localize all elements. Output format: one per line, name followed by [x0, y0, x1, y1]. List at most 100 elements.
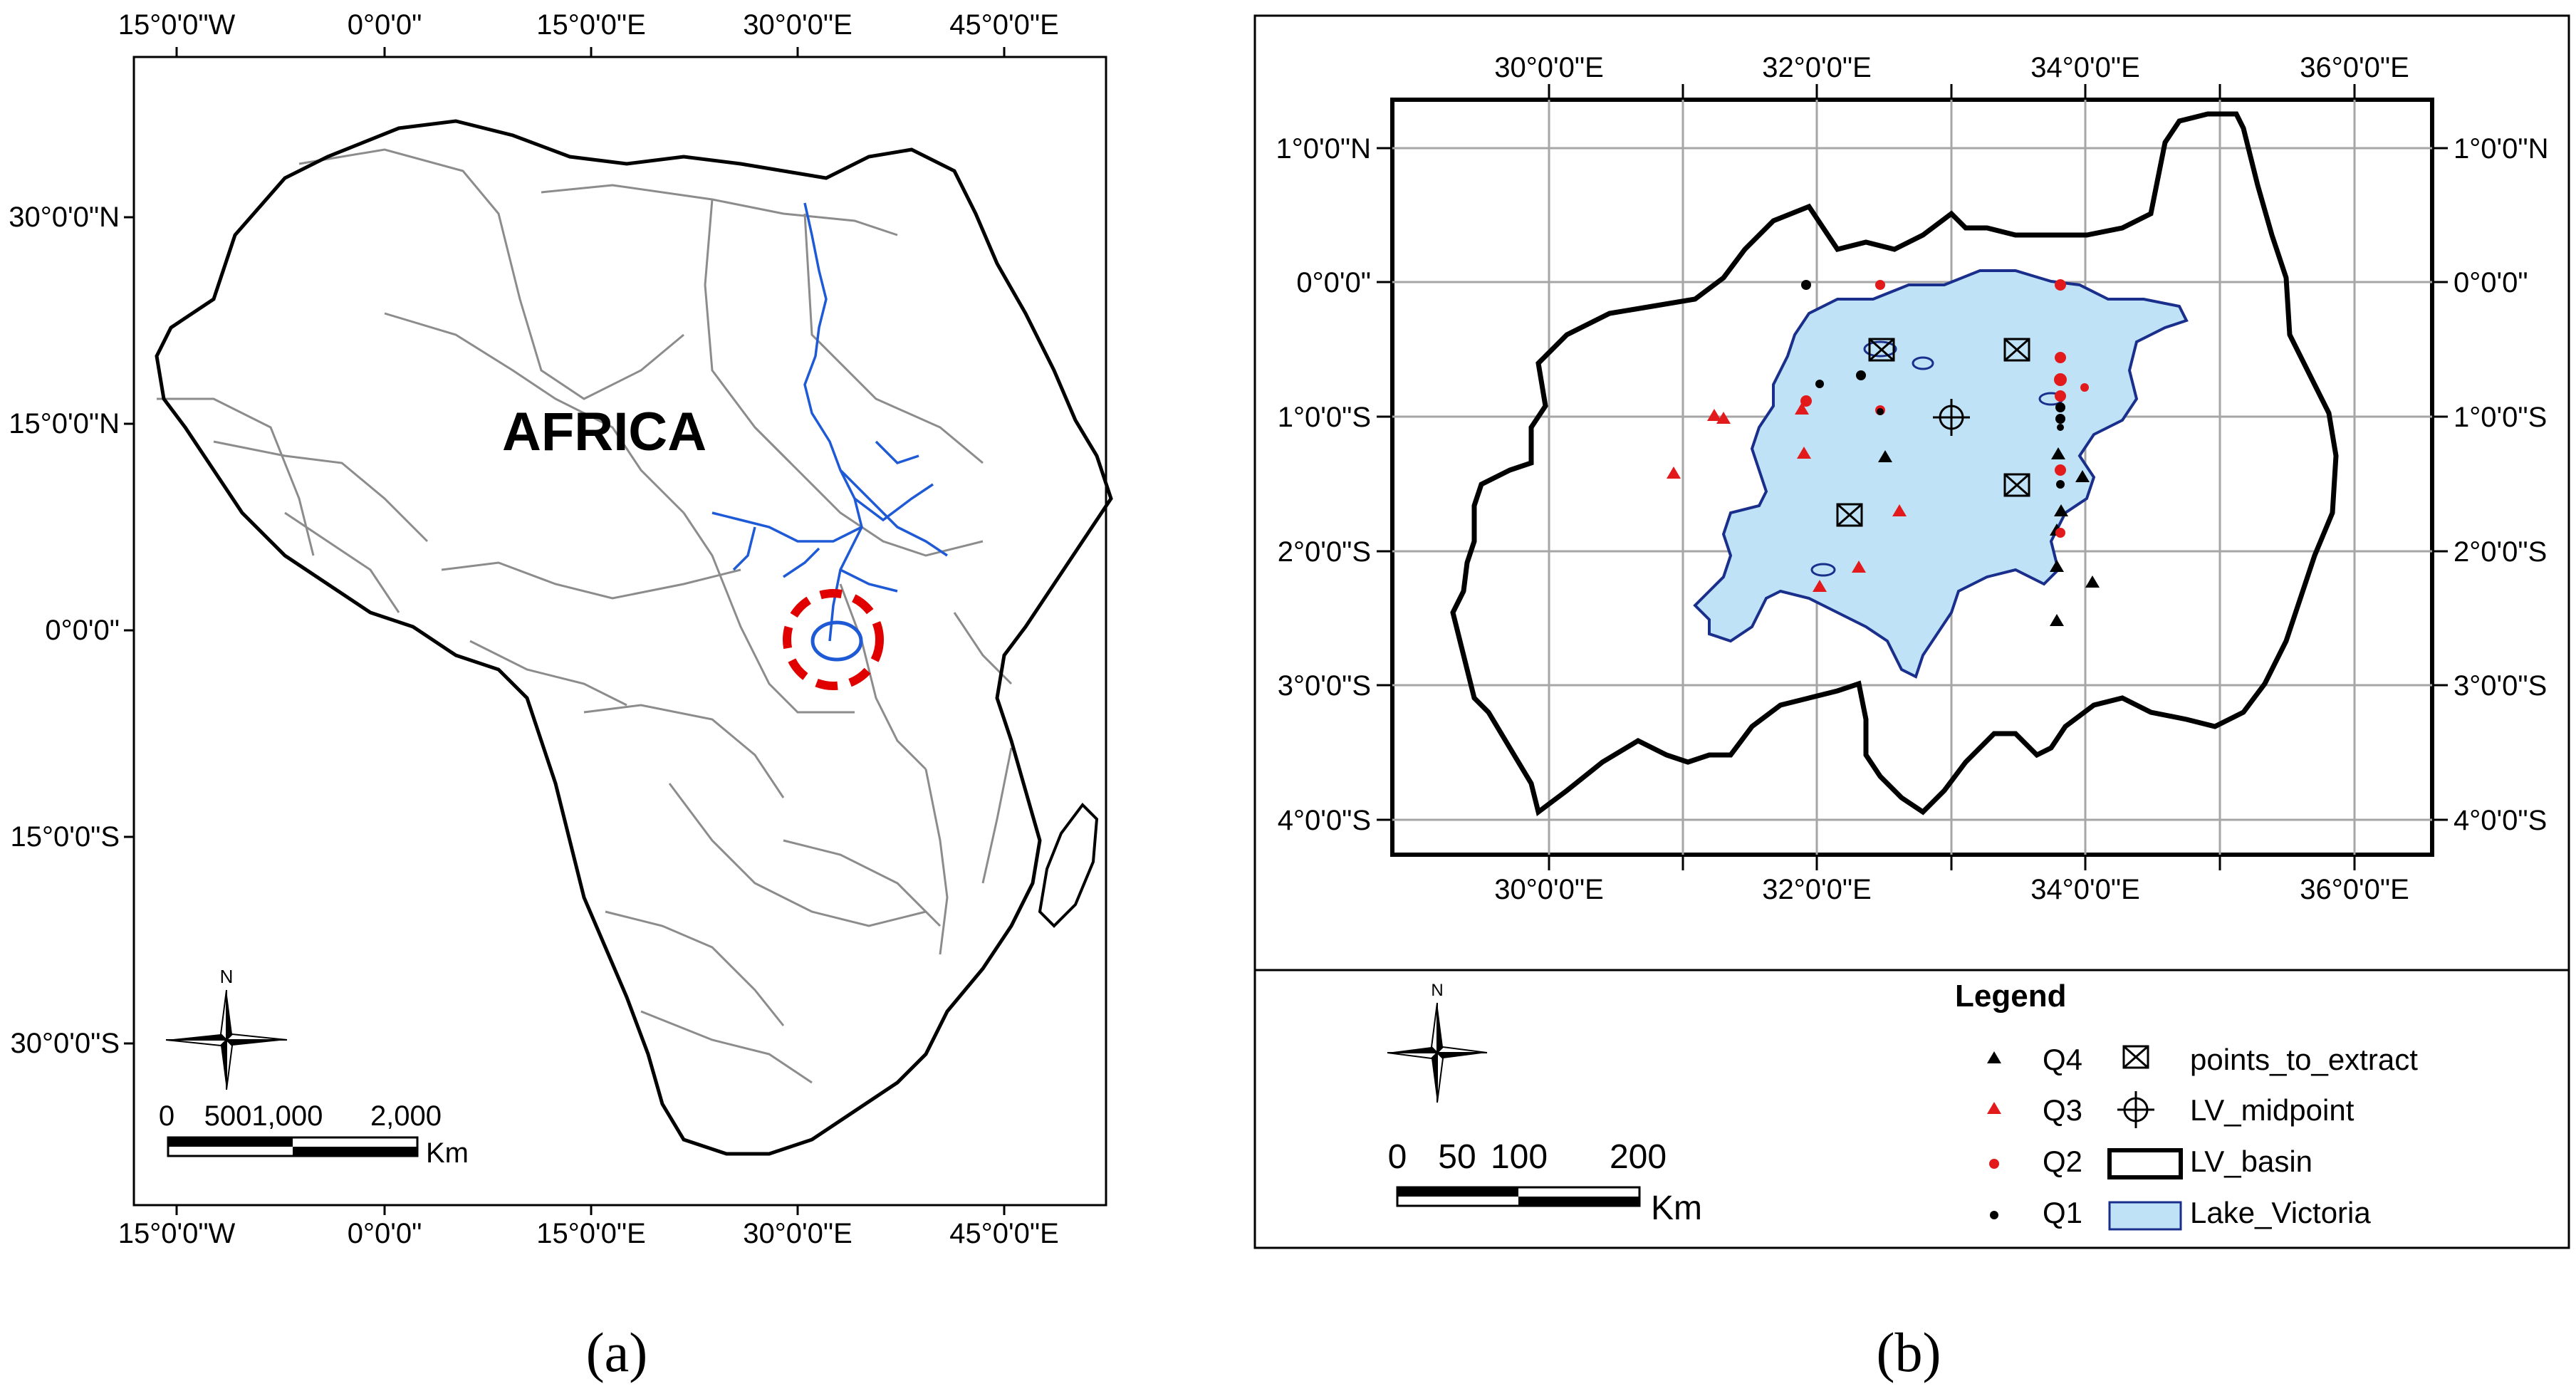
q4-legend-icon — [1987, 1051, 2001, 1063]
legend-label-lv-basin: LV_basin — [2190, 1145, 2312, 1178]
legend-label-lake-victoria: Lake_Victoria — [2190, 1196, 2371, 1229]
africa-coastline — [155, 119, 1113, 1156]
panel-a-ticks — [124, 47, 1006, 1215]
legend-label-q1: Q1 — [2043, 1196, 2082, 1229]
lat-label: 1°0'0"N — [2454, 133, 2548, 165]
lon-label: 45°0'0"E — [949, 1218, 1059, 1249]
legend-label-q3: Q3 — [2043, 1093, 2082, 1127]
panel-a-lon-top: 15°0'0"W 0°0'0" 15°0'0"E 30°0'0"E 45°0'0… — [118, 9, 1059, 41]
lon-label: 36°0'0"E — [2300, 874, 2409, 905]
lake-victoria-small — [810, 620, 863, 662]
lv-basin-outline — [1450, 111, 2339, 816]
lon-label: 34°0'0"E — [2030, 874, 2140, 905]
lat-label: 0°0'0" — [45, 615, 120, 646]
north-label: N — [220, 966, 234, 987]
caption-a: (a) — [586, 1321, 648, 1383]
lon-label: 15°0'0"W — [118, 9, 236, 41]
lon-label: 34°0'0"E — [2030, 52, 2140, 83]
lat-label: 2°0'0"S — [2454, 536, 2547, 568]
lon-label: 15°0'0"E — [536, 1218, 646, 1249]
panel-b-lon-bottom: 30°0'0"E 32°0'0"E 34°0'0"E 36°0'0"E — [1494, 874, 2409, 905]
lon-label: 0°0'0" — [348, 9, 422, 41]
points-to-extract-legend-icon — [2122, 1045, 2149, 1069]
lon-label: 30°0'0"E — [1494, 874, 1604, 905]
lat-label: 3°0'0"S — [2454, 670, 2547, 702]
caption-b: (b) — [1877, 1321, 1941, 1383]
lon-label: 30°0'0"E — [1494, 52, 1604, 83]
scale-label: 200 — [1610, 1138, 1667, 1176]
panel-b-lake-victoria-map: 30°0'0"E 32°0'0"E 34°0'0"E 36°0'0"E 30°0… — [1253, 14, 2570, 1249]
lat-label: 0°0'0" — [2454, 267, 2528, 298]
lat-label: 2°0'0"S — [1278, 536, 1371, 568]
q3-legend-icon — [1987, 1102, 2001, 1114]
lat-label: 1°0'0"S — [1278, 402, 1371, 433]
lv-midpoint-legend-icon — [2117, 1091, 2154, 1128]
panel-b-lat-right: 1°0'0"N 0°0'0" 1°0'0"S 2°0'0"S 3°0'0"S 4… — [2454, 133, 2548, 836]
lon-label: 0°0'0" — [348, 1218, 422, 1249]
q3-points — [1667, 402, 1907, 592]
scale-label: 0 — [1388, 1138, 1407, 1176]
legend-label-q2: Q2 — [2043, 1145, 2082, 1178]
lon-label: 32°0'0"E — [1762, 52, 1872, 83]
lat-label: 30°0'0"N — [9, 202, 120, 233]
highlight-circle — [783, 589, 884, 690]
scale-label: 100 — [1491, 1138, 1548, 1176]
lon-label: 30°0'0"E — [743, 1218, 852, 1249]
north-label: N — [1431, 981, 1443, 1000]
nile-river — [711, 202, 948, 642]
country-borders — [157, 148, 1013, 1084]
scale-unit: Km — [1651, 1189, 1702, 1227]
legend-label-points-to-extract: points_to_extract — [2190, 1043, 2418, 1076]
lon-label: 30°0'0"E — [743, 9, 852, 41]
lat-label: 1°0'0"S — [2454, 402, 2547, 433]
lon-label: 15°0'0"E — [536, 9, 646, 41]
q2-legend-icon — [1989, 1159, 1999, 1169]
lat-label: 30°0'0"S — [11, 1028, 120, 1059]
q1-legend-icon — [1990, 1211, 1998, 1219]
lon-label: 32°0'0"E — [1762, 874, 1872, 905]
lat-label: 1°0'0"N — [1276, 133, 1371, 165]
lat-label: 3°0'0"S — [1278, 670, 1371, 702]
q-points — [1667, 279, 2100, 626]
lon-label: 15°0'0"W — [118, 1218, 236, 1249]
q1-points — [1801, 280, 2065, 489]
lat-label: 0°0'0" — [1296, 267, 1371, 298]
q4-points — [1878, 447, 2100, 626]
extract-point-icon — [1868, 338, 1895, 362]
legend: Legend Q4 Q3 Q2 Q1 points_to_extract LV_… — [1955, 979, 2418, 1231]
panel-a-scale-bar: 0 5001,000 2,000 Km — [159, 1100, 469, 1169]
scale-unit: Km — [426, 1137, 469, 1169]
panel-a-frame — [132, 56, 1107, 1207]
extract-point-icon — [2003, 338, 2030, 362]
panel-a-africa-map: AFRICA 15°0'0"W 0°0'0" 15°0'0"E 30°0'0"E… — [9, 9, 1113, 1249]
points-to-extract — [1836, 338, 2030, 527]
lon-label: 36°0'0"E — [2300, 52, 2409, 83]
compass-rose-icon: N — [1387, 981, 1488, 1103]
lat-label: 4°0'0"S — [1278, 805, 1371, 836]
scale-label: 2,000 — [370, 1100, 442, 1132]
lv-basin-legend-icon — [2107, 1148, 2183, 1179]
compass-rose-icon: N — [165, 966, 288, 1090]
q2-points — [1800, 279, 2089, 538]
panel-b-lon-top: 30°0'0"E 32°0'0"E 34°0'0"E 36°0'0"E — [1494, 52, 2409, 83]
panel-b-scale-bar: 0 50 100 200 Km — [1388, 1138, 1702, 1227]
scale-label: 50 — [1438, 1138, 1476, 1176]
extract-point-icon — [2003, 473, 2030, 497]
lat-label: 15°0'0"N — [9, 408, 120, 439]
legend-label-q4: Q4 — [2043, 1043, 2082, 1076]
lon-label: 45°0'0"E — [949, 9, 1059, 41]
legend-label-lv-midpoint: LV_midpoint — [2190, 1093, 2355, 1127]
scale-label: 5001,000 — [204, 1100, 323, 1132]
madagascar-island — [1038, 802, 1099, 928]
lat-label: 4°0'0"S — [2454, 805, 2547, 836]
legend-title: Legend — [1955, 979, 2066, 1014]
lv-midpoint-icon — [1933, 399, 1970, 436]
scale-label: 0 — [159, 1100, 174, 1132]
extract-point-icon — [1836, 503, 1863, 527]
panel-b-lat-left: 1°0'0"N 0°0'0" 1°0'0"S 2°0'0"S 3°0'0"S 4… — [1276, 133, 1371, 836]
panel-a-lat-left: 30°0'0"N 15°0'0"N 0°0'0" 15°0'0"S 30°0'0… — [9, 202, 120, 1059]
lake-victoria-legend-icon — [2108, 1201, 2182, 1231]
lat-label: 15°0'0"S — [11, 821, 120, 853]
panel-b-ticks — [1377, 84, 2448, 870]
